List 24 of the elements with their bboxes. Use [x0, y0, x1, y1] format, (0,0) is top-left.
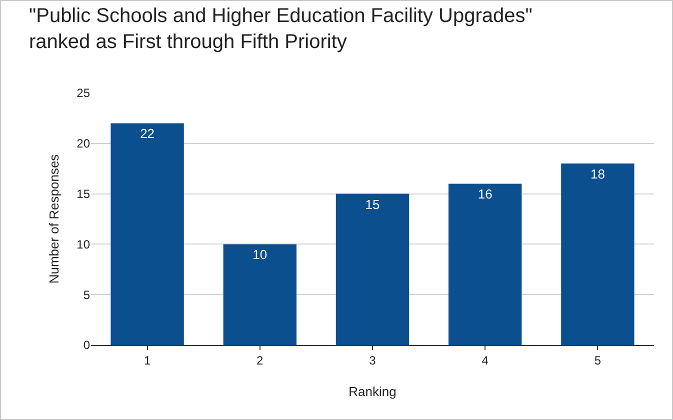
x-tick-label: 5 — [594, 353, 602, 368]
bar — [336, 194, 410, 345]
data-label: 15 — [365, 196, 380, 212]
bar — [110, 123, 184, 345]
x-tick-label: 3 — [369, 353, 376, 368]
x-tick-label: 2 — [256, 353, 264, 368]
bar — [561, 164, 634, 345]
x-tick-label: 4 — [482, 353, 489, 368]
x-axis-title: Ranking — [348, 384, 396, 399]
y-axis-title: Number of Responses — [46, 154, 62, 284]
bar — [448, 184, 522, 345]
data-label: 16 — [478, 186, 492, 202]
bar — [223, 244, 296, 345]
chart-title: "Public Schools and Higher Education Facility Upgrades" ranked as First through Fifth Priority — [29, 4, 532, 53]
data-label: 18 — [590, 166, 605, 182]
x-tick-label: 1 — [144, 353, 151, 368]
y-tick-label: 5 — [83, 288, 90, 302]
data-label: 22 — [140, 126, 155, 142]
y-tick-label: 25 — [76, 86, 90, 100]
y-tick-label: 20 — [76, 136, 90, 151]
y-tick-label: 10 — [76, 237, 90, 252]
data-label: 10 — [252, 247, 268, 262]
y-tick-label: 15 — [76, 187, 90, 201]
y-tick-label: 0 — [83, 338, 90, 352]
